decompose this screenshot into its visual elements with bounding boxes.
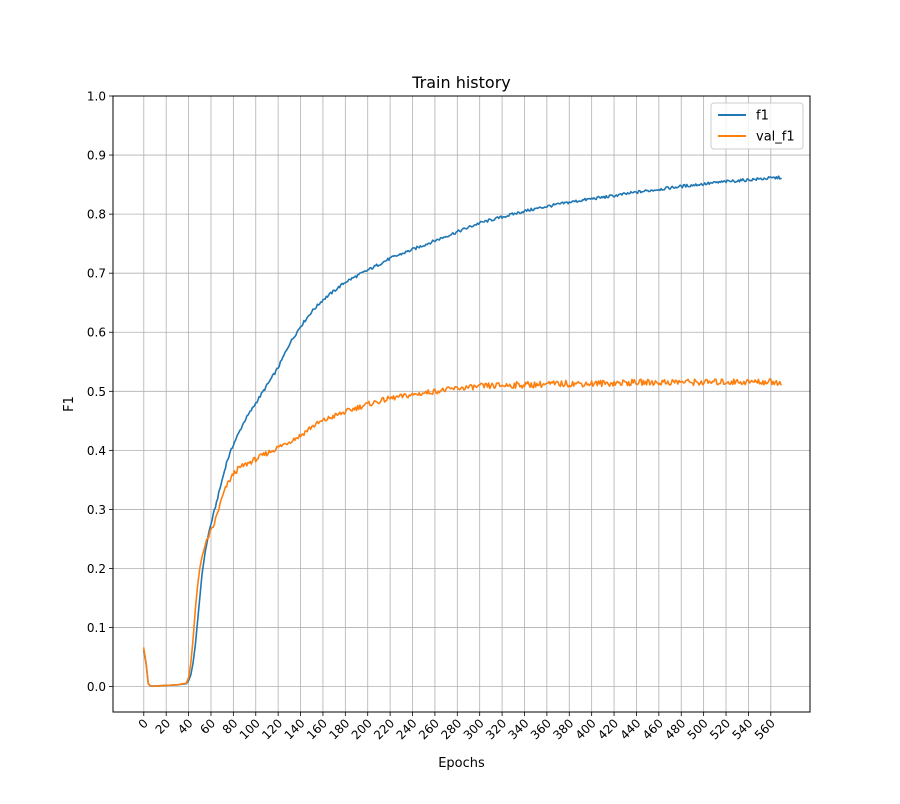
series-line-val-f1 [142, 378, 782, 687]
y-tick-label: 0.9 [87, 149, 106, 163]
legend: f1 val_f1 [710, 102, 804, 150]
plot-frame [112, 95, 811, 713]
legend-label-val-f1: val_f1 [756, 130, 795, 145]
y-tick-label: 0.1 [87, 621, 106, 635]
y-axis-label: F1 [62, 396, 77, 412]
y-tick-label: 0.2 [87, 562, 106, 576]
y-tick-label: 1.0 [87, 90, 106, 104]
y-tick-label: 0.0 [87, 680, 106, 694]
y-tick-label: 0.4 [87, 444, 106, 458]
series-line-f1 [142, 175, 782, 687]
series-lines [142, 175, 782, 687]
x-axis-label: Epochs [438, 756, 485, 771]
y-tick-label: 0.8 [87, 208, 106, 222]
y-axis: 0.0 0.1 0.2 0.3 0.4 0.5 0.6 0.7 0.8 0.9 1.0 [87, 90, 113, 694]
grid [113, 95, 810, 712]
chart-title: Train history [411, 73, 511, 92]
y-tick-label: 0.5 [87, 385, 106, 399]
y-tick-label: 0.7 [87, 267, 106, 281]
y-tick-label: 0.6 [87, 326, 106, 340]
y-tick-label: 0.3 [87, 503, 106, 517]
legend-label-f1: f1 [756, 109, 769, 124]
